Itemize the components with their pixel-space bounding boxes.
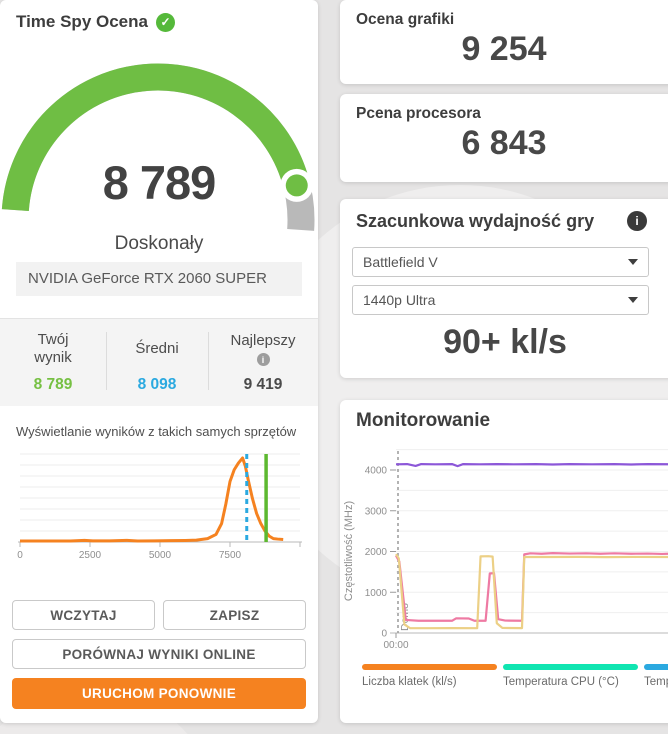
score-gauge (1, 63, 315, 231)
svg-text:0: 0 (381, 629, 387, 640)
svg-text:2000: 2000 (365, 547, 388, 558)
stat-your-score: Twój wynik 8 789 (0, 318, 106, 406)
legend-item-3[interactable]: Temp (644, 664, 668, 688)
monitoring-chart: 0100020003000400000:00DemoCzęstotliwość … (343, 449, 668, 651)
svg-text:1000: 1000 (365, 588, 388, 599)
divider (208, 332, 209, 390)
legend-label: Liczba klatek (kl/s) (362, 676, 457, 688)
svg-text:7500: 7500 (219, 550, 242, 561)
save-button[interactable]: ZAPISZ (163, 600, 306, 630)
legend-swatch (644, 664, 668, 670)
svg-text:2500: 2500 (79, 550, 102, 561)
stat-value: 8 098 (137, 376, 177, 393)
caret-down-icon (628, 259, 638, 265)
timespy-score-panel: Time Spy Ocena 8 789 Doskonały NVIDIA Ge… (0, 0, 318, 723)
estimated-game-performance-panel: Szacunkowa wydajność gry Battlefield V 1… (340, 199, 668, 378)
stat-label: Średni (135, 340, 179, 357)
stat-value: 8 789 (33, 376, 73, 393)
cpu-score-card: Pcena procesora 6 843 (340, 94, 668, 182)
load-button[interactable]: WCZYTAJ (12, 600, 155, 630)
legend-item-2[interactable]: Temperatura CPU (°C) (503, 664, 638, 688)
score-distribution-chart: 0 2500 5000 7500 (17, 453, 302, 561)
svg-text:3000: 3000 (365, 506, 388, 517)
info-icon[interactable] (627, 211, 647, 231)
monitoring-panel: Monitorowanie 0 1000 2000 3000 4000 00:00 Demo… (340, 400, 668, 723)
svg-text:00:00: 00:00 (383, 640, 408, 651)
series-purple (395, 462, 668, 468)
graphics-score-title: Ocena grafiki (356, 11, 455, 28)
info-icon[interactable] (256, 353, 270, 366)
gpu-name-field: NVIDIA GeForce RTX 2060 SUPER (16, 262, 302, 296)
game-select-value: Battlefield V (363, 254, 438, 270)
stat-label: Najlepszy (230, 332, 296, 349)
graphics-score-card: Ocena grafiki 9 254 (340, 0, 668, 84)
caret-down-icon (628, 297, 638, 303)
svg-text:4000: 4000 (365, 466, 388, 477)
stat-best-score: Najlepszy 9 419 (208, 318, 318, 406)
quality-preset-value: 1440p Ultra (363, 292, 436, 308)
series-pink (395, 552, 668, 622)
quality-preset-select[interactable]: 1440p Ultra (352, 285, 649, 315)
game-select[interactable]: Battlefield V (352, 247, 649, 277)
cpu-score-value: 6 843 (461, 124, 547, 162)
timespy-score-title: Time Spy Ocena (16, 12, 148, 31)
overall-score-value: 8 789 (102, 156, 217, 209)
check-circle-icon (155, 12, 175, 32)
graphics-score-value: 9 254 (461, 30, 547, 68)
divider (106, 332, 107, 390)
stat-average-score: Średni 8 098 (106, 318, 208, 406)
stat-label: Twój wynik (34, 331, 72, 366)
legend-swatch (503, 664, 638, 670)
monitoring-title: Monitorowanie (356, 410, 491, 431)
distribution-caption: Wyświetlanie wyników z takich samych spr… (16, 424, 297, 439)
svg-text:5000: 5000 (149, 550, 172, 561)
legend-label: Temperatura CPU (°C) (503, 676, 619, 688)
compare-results-online-button[interactable]: PORÓWNAJ WYNIKI ONLINE (12, 639, 306, 669)
legend-item-1[interactable]: Liczba klatek (kl/s) (362, 664, 497, 688)
legend-swatch (362, 664, 497, 670)
svg-text:0: 0 (17, 550, 23, 561)
cpu-score-title: Pcena procesora (356, 105, 481, 122)
stat-value: 9 419 (243, 376, 283, 393)
panel-title-row: Time Spy Ocena (16, 12, 175, 32)
legend-label: Temp (644, 676, 668, 688)
score-rating-label: Doskonały (114, 233, 204, 254)
estimated-fps-value: 90+ kl/s (443, 323, 567, 361)
svg-text:Częstotliwość (MHz): Częstotliwość (MHz) (343, 501, 355, 601)
series-yellow (395, 553, 668, 630)
run-again-button[interactable]: URUCHOM PONOWNIE (12, 678, 306, 709)
monitoring-legend: Liczba klatek (kl/s) Temperatura CPU (°C)… (340, 664, 668, 714)
performance-panel-title: Szacunkowa wydajność gry (356, 211, 595, 231)
